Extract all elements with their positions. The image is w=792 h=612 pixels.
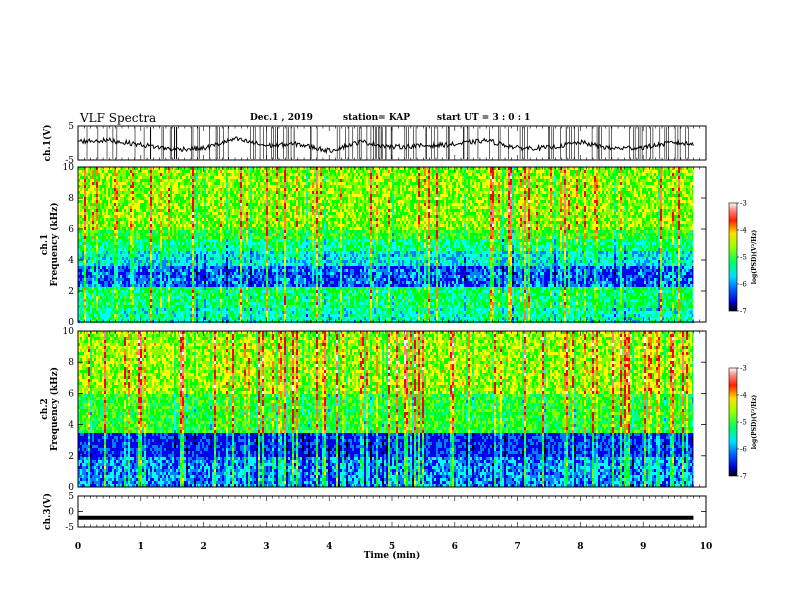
y-tick-label: 2: [68, 287, 74, 297]
x-tick-label: 0: [75, 542, 81, 552]
y-tick-label: -5: [65, 523, 74, 533]
colorbar-tick-label: -3: [740, 365, 747, 373]
ch3-voltage-ylabel: ch.3(V): [42, 493, 53, 530]
colorbar-tick-label: -5: [740, 419, 747, 427]
y-tick-label: -5: [65, 156, 74, 166]
y-tick-label: 8: [68, 194, 74, 204]
y-tick-label: 4: [68, 256, 74, 266]
colorbar-1: [728, 202, 738, 312]
y-tick-label: 6: [68, 389, 74, 399]
x-tick-label: 2: [200, 542, 206, 552]
x-tick-label: 5: [389, 542, 395, 552]
ch1-spectrogram: [78, 167, 706, 324]
colorbar-tick-label: -5: [740, 254, 747, 262]
y-tick-label: 6: [68, 225, 74, 235]
ch2-spectrogram-ylabel: ch.2Frequency (kHz): [40, 367, 60, 451]
colorbar-tick-label: -4: [740, 392, 747, 400]
y-tick-label: 5: [68, 122, 74, 132]
colorbar-tick-label: -4: [740, 227, 747, 235]
colorbar-tick-label: -6: [740, 281, 747, 289]
start-ut-label: start UT = 3 : 0 : 1: [437, 113, 530, 123]
x-tick-label: 3: [263, 542, 269, 552]
y-tick-label: 0: [68, 483, 74, 493]
ch2-spectrogram: [78, 331, 706, 488]
x-tick-label: 8: [577, 542, 583, 552]
no-data-area: [693, 331, 706, 487]
colorbar-tick-label: -3: [740, 200, 747, 208]
x-tick-label: 1: [138, 542, 144, 552]
x-tick-label: 4: [326, 542, 332, 552]
x-tick-label: 10: [700, 542, 713, 552]
y-tick-label: 4: [68, 421, 74, 431]
axes: 5-50246810024681050-5ch.1(V)ch.1Frequenc…: [40, 122, 758, 561]
y-tick-label: 10: [63, 163, 75, 173]
colorbar-2: [728, 367, 738, 477]
station-label: station= KAP: [343, 113, 410, 123]
ch1-voltage-ylabel: ch.1(V): [42, 125, 53, 162]
ch1-spectrogram-ylabel: ch.1Frequency (kHz): [40, 202, 60, 286]
x-tick-label: 7: [514, 542, 520, 552]
y-tick-label: 2: [68, 452, 74, 462]
ch1-voltage-line: [77, 136, 694, 155]
colorbar-tick-label: -6: [740, 446, 747, 454]
y-tick-label: 0: [68, 318, 74, 328]
no-data-area: [693, 167, 706, 322]
colorbar-tick-label: -7: [740, 473, 747, 481]
y-tick-label: 5: [68, 492, 74, 502]
chart-title: VLF Spectra: [80, 111, 156, 125]
x-tick-label: 9: [640, 542, 646, 552]
x-axis-label: Time (min): [364, 550, 421, 561]
y-tick-label: 8: [68, 358, 74, 368]
y-tick-label: 10: [63, 327, 75, 337]
colorbar-label: log(PSD)(V²/Hz): [751, 395, 758, 450]
colorbar-tick-label: -7: [740, 308, 747, 316]
date-label: Dec.1 , 2019: [250, 113, 313, 123]
colorbar-label: log(PSD)(V²/Hz): [751, 230, 758, 285]
y-tick-label: 0: [68, 508, 74, 518]
x-tick-label: 6: [452, 542, 458, 552]
